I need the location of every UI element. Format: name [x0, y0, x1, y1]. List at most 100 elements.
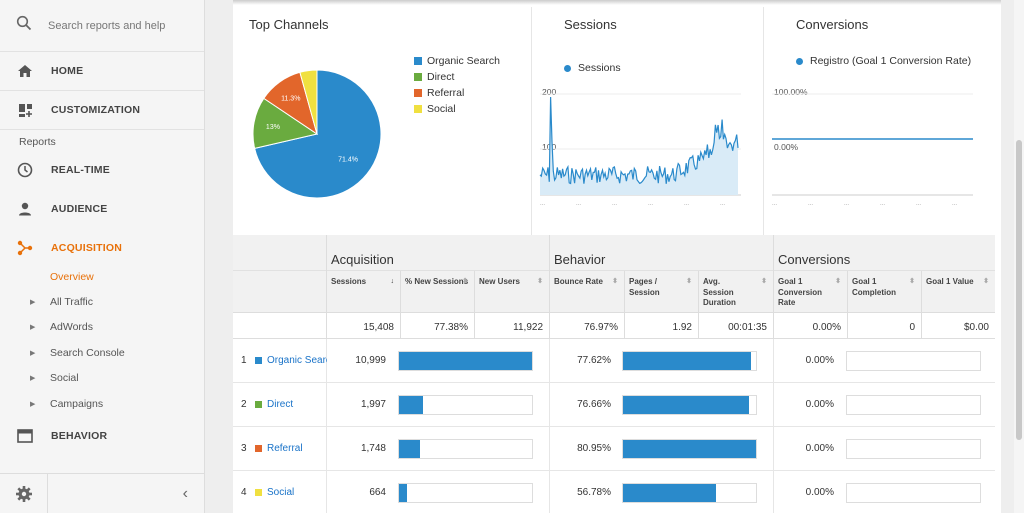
sort-icon[interactable]: ⬍ [462, 278, 468, 285]
row-rank: 3 [241, 443, 247, 454]
legend-item[interactable]: Social [414, 101, 500, 117]
collapse-sidebar-icon[interactable]: ‹ [182, 484, 188, 502]
legend-item[interactable]: Referral [414, 85, 500, 101]
clock-icon [17, 162, 33, 178]
sessions-bar [398, 395, 533, 415]
col-bounce-rate[interactable]: Bounce Rate ⬍ [549, 271, 624, 313]
col-label: % New Sessions [405, 277, 469, 286]
legend-swatch [414, 105, 422, 113]
legend-item[interactable]: Sessions [564, 60, 621, 76]
conversion-value: 0.00% [805, 355, 834, 366]
legend-swatch [414, 73, 422, 81]
total-value: $0.00 [921, 313, 995, 339]
expand-triangle-icon: ▶ [30, 324, 36, 332]
legend-dot [564, 64, 571, 72]
bounce-value: 77.62% [577, 355, 611, 366]
legend-item[interactable]: Direct [414, 69, 500, 85]
legend-label: Direct [427, 71, 455, 83]
col-avg-session-duration[interactable]: Avg. Session Duration ⬍ [698, 271, 773, 313]
col-goal-conversion-rate[interactable]: Goal 1 Conversion Rate ⬍ [773, 271, 847, 313]
sort-desc-icon[interactable]: ↓ [390, 278, 395, 285]
legend-item[interactable]: Registro (Goal 1 Conversion Rate) [796, 55, 976, 67]
sort-icon[interactable]: ⬍ [909, 278, 915, 285]
table-row: 3 Referral 1,748 80.95% 0.00% [233, 427, 995, 471]
col-label: Goal 1 Conversion Rate [778, 277, 823, 307]
sidebar: HOME CUSTOMIZATION Reports REAL-TIME AUD… [0, 0, 205, 513]
table-row: 1 Organic Search 10,999 77.62% 0.00% [233, 339, 995, 383]
sessions-title: Sessions [564, 17, 617, 32]
col-new-sessions[interactable]: % New Sessions ⬍ [400, 271, 474, 313]
search-row[interactable] [0, 0, 204, 52]
channel-link-referral[interactable]: Referral [267, 443, 303, 454]
nav-realtime[interactable]: REAL-TIME [0, 150, 204, 189]
row-rank: 1 [241, 355, 247, 366]
col-label: Pages / Session [629, 277, 660, 297]
sub-item-overview[interactable]: Overview [50, 271, 94, 283]
channel-link-direct[interactable]: Direct [267, 399, 294, 410]
total-avg-duration: 00:01:35 [698, 313, 773, 339]
total-bounce-rate: 76.97% [549, 313, 624, 339]
search-icon[interactable] [16, 15, 32, 36]
sessions-bar-fill [399, 352, 532, 370]
channel-link-social[interactable]: Social [267, 487, 295, 498]
y-axis-label: 100.00% [774, 87, 808, 97]
x-axis-ticks: .................. [540, 201, 725, 207]
nav-customization[interactable]: CUSTOMIZATION [0, 91, 204, 130]
expand-triangle-icon: ▶ [30, 349, 36, 357]
total-new-sessions: 77.38% [400, 313, 474, 339]
legend-item[interactable]: Organic Search [414, 53, 500, 69]
sort-icon[interactable]: ⬍ [537, 278, 543, 285]
x-tick: ... [684, 201, 689, 207]
x-axis-ticks: .................. [772, 201, 957, 207]
y-axis-label: 0.00% [774, 142, 799, 152]
nav-acquisition[interactable]: ACQUISITION [0, 228, 204, 267]
sub-item-search-console[interactable]: ▶ Search Console [0, 340, 204, 366]
nav-audience[interactable]: AUDIENCE [0, 189, 204, 228]
sub-item-all-traffic[interactable]: ▶ All Traffic [0, 289, 204, 315]
col-sessions[interactable]: Sessions ↓ [326, 271, 400, 313]
sort-icon[interactable]: ⬍ [612, 278, 618, 285]
conversions-card: Conversions Registro (Goal 1 Conversion … [763, 7, 995, 235]
conversion-bar [846, 351, 981, 371]
sort-icon[interactable]: ⬍ [835, 278, 841, 285]
x-tick: ... [952, 201, 957, 207]
sessions-area [540, 97, 738, 195]
channel-link-organic-search[interactable]: Organic Search [267, 355, 327, 366]
sessions-line [539, 96, 739, 185]
nav-home[interactable]: HOME [0, 52, 204, 91]
legend-dot [796, 58, 803, 65]
sort-icon[interactable]: ⬍ [983, 278, 989, 285]
col-pages-session[interactable]: Pages / Session ⬍ [624, 271, 698, 313]
main-area: Top Channels 71.4% 13% 11.3% Organic Searc… [205, 0, 1024, 513]
sort-icon[interactable]: ⬍ [686, 278, 692, 285]
sessions-card: Sessions Sessions 200 100 ..............… [531, 7, 763, 235]
sub-item-adwords[interactable]: ▶ AdWords [0, 315, 204, 341]
behavior-icon [17, 428, 33, 444]
dashboard-icon [17, 102, 33, 118]
search-input[interactable] [48, 19, 188, 32]
bounce-bar [622, 483, 757, 503]
expand-triangle-icon: ▶ [30, 375, 36, 383]
nav-audience-label: AUDIENCE [51, 202, 108, 215]
col-goal-completion[interactable]: Goal 1 Completion ⬍ [847, 271, 921, 313]
top-channels-card: Top Channels 71.4% 13% 11.3% Organic Searc… [233, 7, 531, 235]
gear-icon[interactable] [0, 473, 48, 513]
bounce-bar [622, 439, 757, 459]
bounce-bar [622, 351, 757, 371]
total-conversion-rate: 0.00% [773, 313, 847, 339]
col-label: Bounce Rate [554, 277, 603, 286]
acquisition-icon [17, 240, 33, 256]
nav-behavior[interactable]: BEHAVIOR [0, 417, 204, 456]
sub-item-campaigns[interactable]: ▶ Campaigns [0, 391, 204, 417]
pie-slice[interactable] [299, 69, 318, 135]
scrollbar-thumb[interactable] [1016, 140, 1022, 440]
legend-swatch [414, 57, 422, 65]
x-tick: ... [648, 201, 653, 207]
col-goal-value[interactable]: Goal 1 Value ⬍ [921, 271, 995, 313]
col-new-users[interactable]: New Users ⬍ [474, 271, 549, 313]
vertical-scrollbar[interactable] [1014, 0, 1024, 513]
sub-item-social[interactable]: ▶ Social [0, 366, 204, 392]
sort-icon[interactable]: ⬍ [761, 278, 767, 285]
sessions-value: 10,999 [355, 355, 386, 366]
sessions-bar-fill [399, 484, 407, 502]
